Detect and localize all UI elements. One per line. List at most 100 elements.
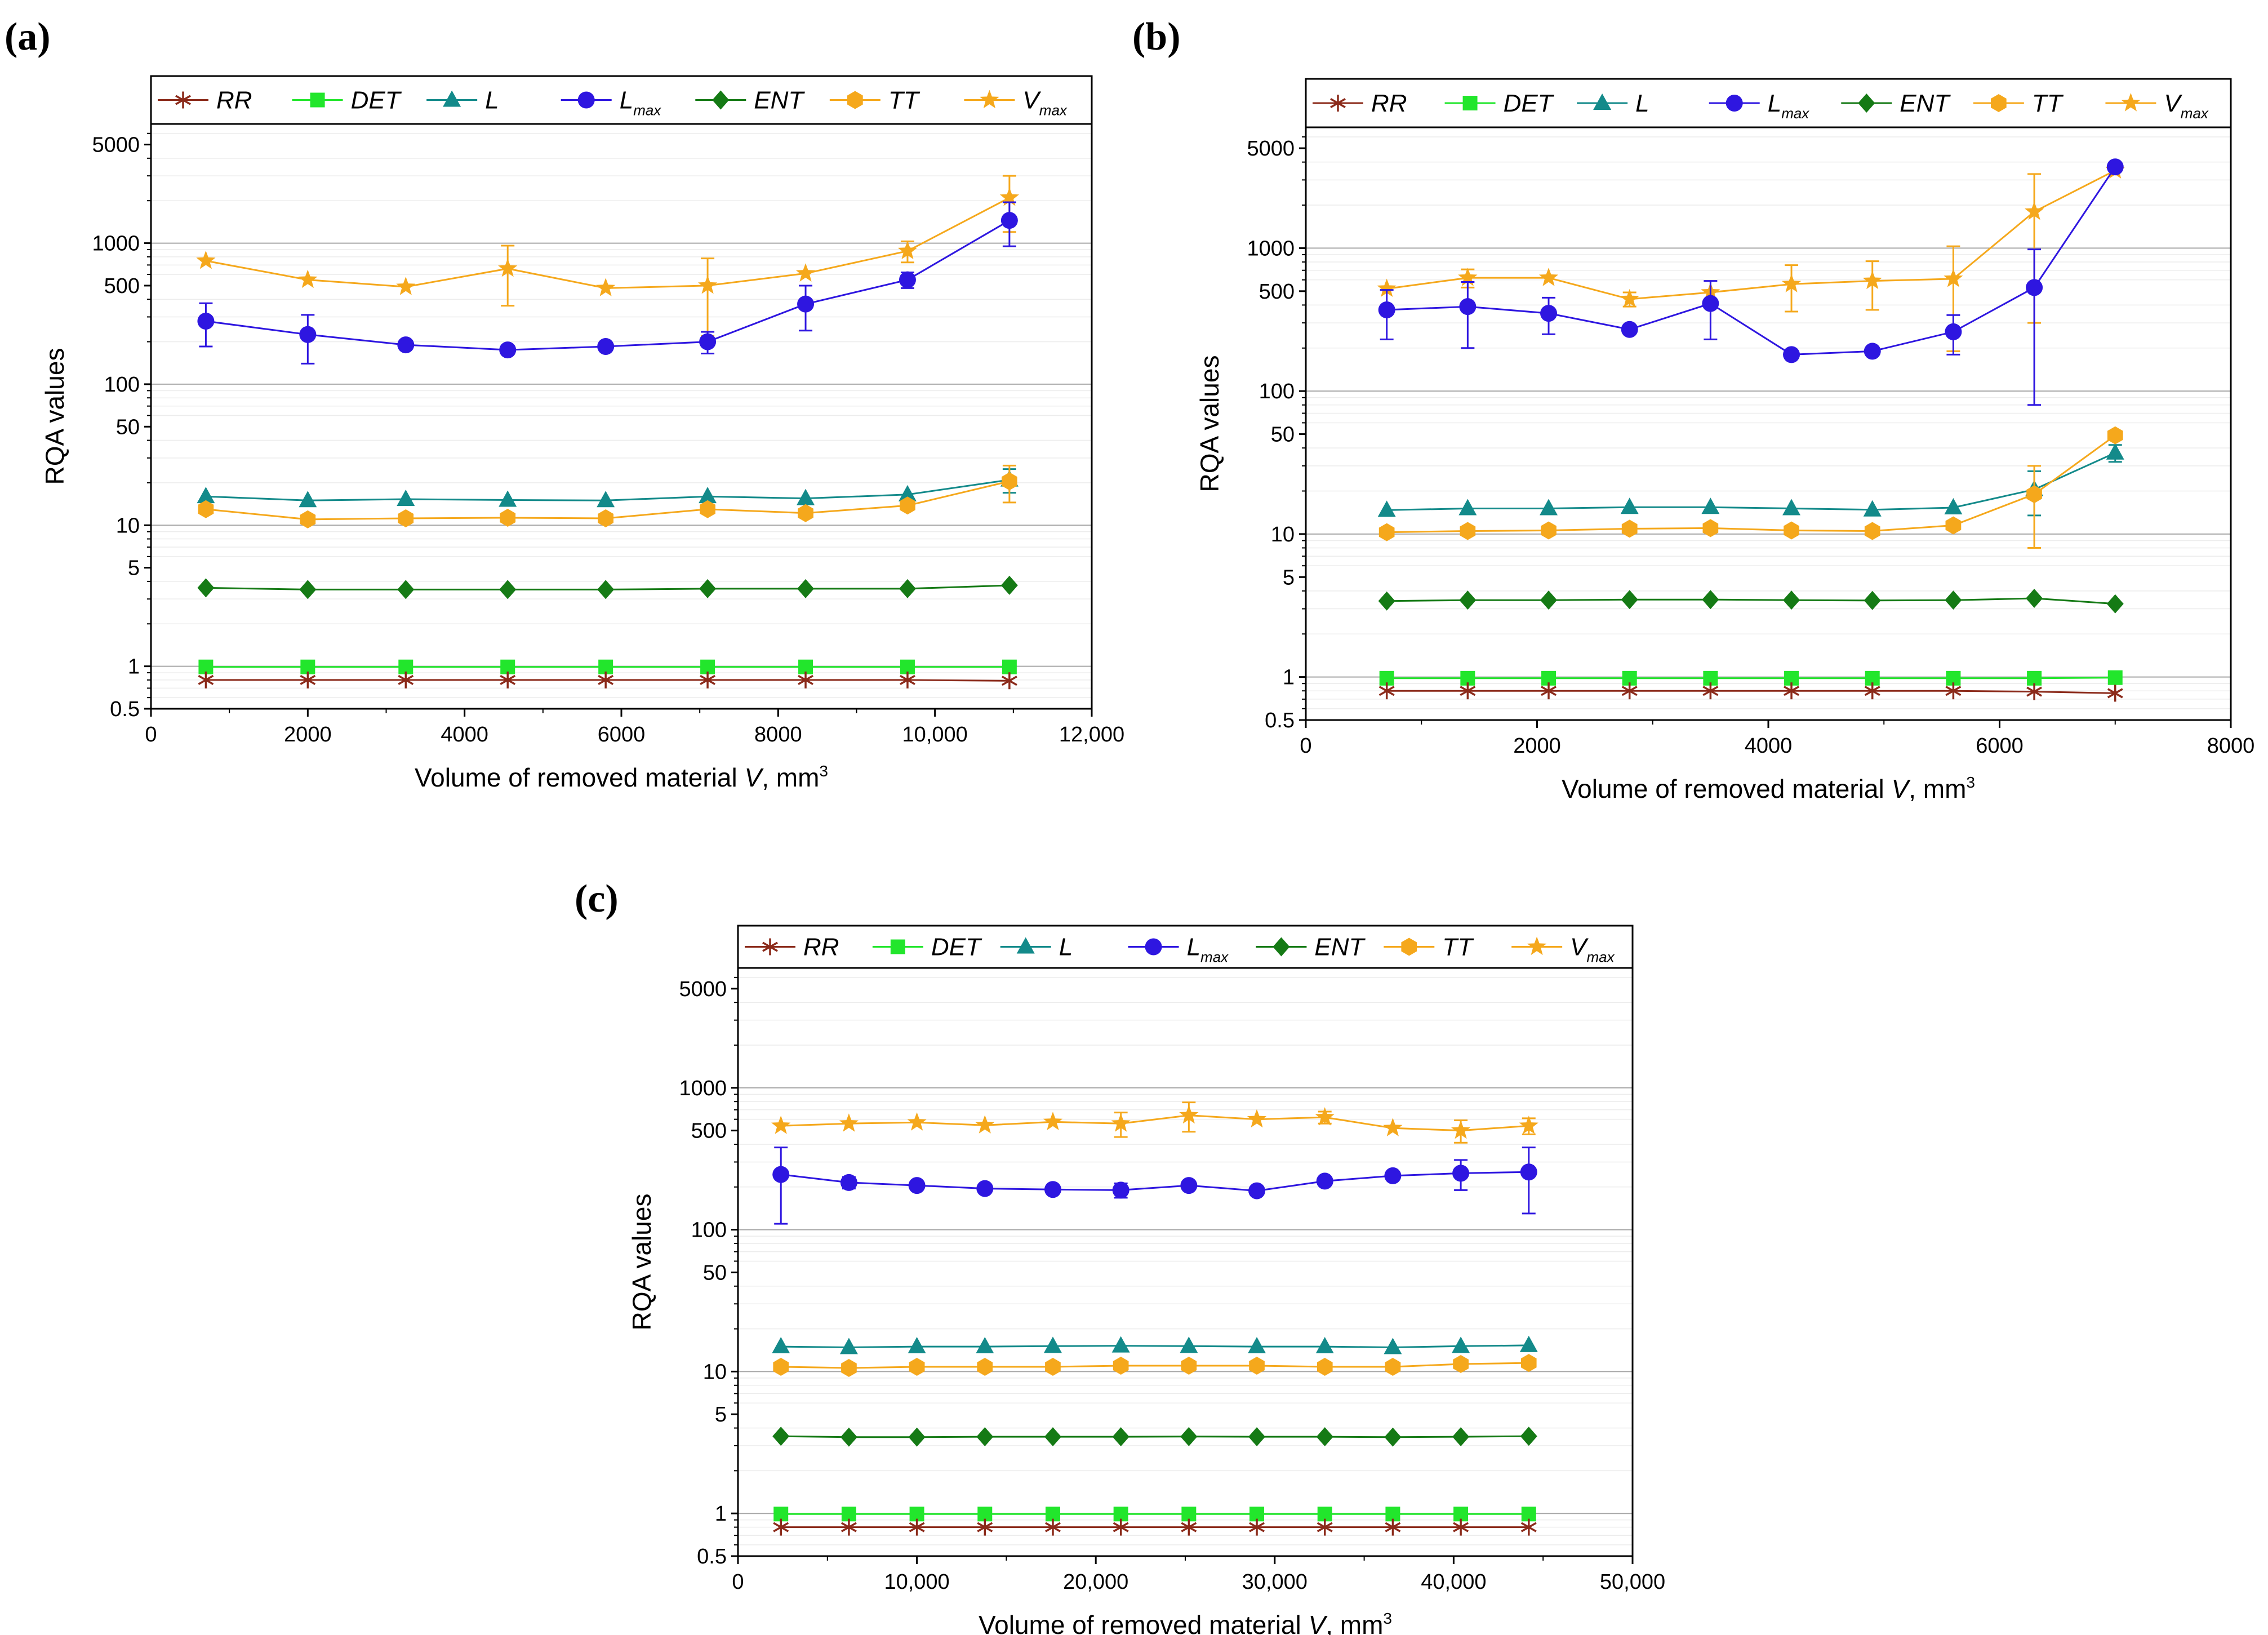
legend-label: DET (1504, 90, 1555, 117)
data-point-tt (1864, 522, 1880, 540)
legend-label-sub: max (1781, 105, 1809, 122)
data-point-vmax (907, 1112, 927, 1131)
series-l (1377, 443, 2124, 517)
legend-item-rr: RR (745, 934, 839, 961)
series-rr (773, 1518, 1537, 1536)
y-tick-label: 500 (1259, 280, 1295, 304)
data-point-rr (1784, 682, 1799, 700)
data-point-tt (1520, 1354, 1537, 1372)
data-point-rr (1945, 682, 1962, 700)
error-bar (1865, 260, 1879, 311)
series-det (198, 659, 1017, 674)
data-point-l (1248, 1337, 1266, 1354)
data-point-ent (1621, 590, 1638, 610)
data-point-tt (1378, 523, 1395, 541)
series-line-rr (1386, 690, 2115, 694)
legend-label-name: L (1187, 934, 1200, 961)
legend-item-vmax: Vmax (2105, 90, 2209, 122)
data-point-tt (500, 509, 516, 527)
data-point-rr (1460, 682, 1476, 700)
legend-label: L (485, 87, 499, 114)
legend-marker-lmax (577, 91, 595, 109)
data-point-ent (840, 1427, 857, 1447)
legend-item-det: DET (292, 87, 402, 114)
legend-label-name: ENT (754, 87, 805, 114)
data-point-rr (773, 1518, 789, 1536)
error-bar (774, 1147, 788, 1225)
data-point-lmax (1044, 1181, 1061, 1198)
legend-label-name: L (620, 87, 633, 114)
series-line-tt (1386, 434, 2116, 534)
data-point-lmax (1000, 212, 1018, 229)
x-axis-title-unit: , mm (1909, 774, 1966, 803)
data-point-lmax (1702, 295, 1719, 312)
data-point-vmax (1383, 1118, 1403, 1136)
data-point-lmax (1452, 1165, 1470, 1182)
plot-frame (1305, 126, 2232, 721)
legend-label: RR (216, 87, 252, 114)
legend-label: Vmax (2164, 90, 2208, 122)
legend-label-name: L (485, 87, 499, 114)
legend-item-tt: TT (1384, 934, 1474, 961)
legend-marker-det (310, 92, 325, 108)
panel-label-b: (b) (1132, 15, 1181, 59)
legend-item-ent: ENT (1841, 90, 1951, 117)
legend-label-name: TT (2032, 90, 2064, 117)
legend-item-tt: TT (1973, 90, 2064, 117)
data-point-tt (1784, 521, 1799, 540)
legend-label-name: ENT (1314, 934, 1366, 961)
data-point-rr (1181, 1518, 1197, 1536)
data-point-ent (1520, 1427, 1537, 1446)
data-point-rr (700, 671, 716, 688)
data-point-tt (773, 1358, 789, 1376)
data-point-rr (977, 1518, 993, 1536)
x-tick-label: 30,000 (1242, 1570, 1308, 1594)
legend-marker-tt (847, 91, 863, 109)
legend-label: DET (351, 87, 402, 114)
series-l (772, 1335, 1538, 1354)
data-point-lmax (1180, 1177, 1198, 1194)
legend-marker-rr (762, 938, 778, 956)
data-point-lmax (908, 1177, 926, 1194)
y-tick-label: 5 (1283, 566, 1295, 589)
data-point-lmax (699, 333, 717, 350)
legend-item-l: L (1000, 934, 1073, 961)
legend-label-name: V (1022, 87, 1041, 114)
legend-marker-rr (1330, 95, 1346, 112)
x-tick-label: 6000 (598, 723, 646, 747)
y-tick-label: 5000 (679, 978, 727, 1001)
data-point-ent (2026, 589, 2043, 608)
legend-label-name: TT (888, 87, 920, 114)
legend-label-name: RR (1371, 90, 1407, 117)
data-point-rr (1520, 1518, 1537, 1536)
x-axis-title: Volume of removed material V, mm3 (979, 1610, 1392, 1635)
data-point-lmax (499, 341, 517, 359)
data-point-l (797, 488, 815, 505)
y-tick-label: 5 (128, 557, 140, 580)
data-point-rr (1378, 682, 1395, 700)
data-point-tt (198, 500, 214, 518)
legend-item-ent: ENT (695, 87, 805, 114)
series-line-vmax (781, 1114, 1529, 1132)
data-point-lmax (1783, 346, 1800, 363)
y-axis-title: RQA values (627, 1194, 656, 1331)
legend-label: Lmax (1187, 934, 1229, 966)
series-rr (1378, 682, 2123, 702)
data-point-vmax (771, 1116, 791, 1134)
data-point-rr (198, 671, 214, 688)
legend-item-l: L (426, 87, 499, 114)
x-axis-title: Volume of removed material V, mm3 (1562, 774, 1975, 803)
data-point-l (976, 1337, 994, 1354)
x-axis-title-var: V (745, 763, 764, 792)
panel-b: (b) 0.5 1 5 10 50 100 500 1000 5000 0 2000 4000 6000… (1132, 15, 2254, 803)
series-line-l (1386, 452, 2116, 511)
legend-label-name: DET (931, 934, 982, 961)
y-tick-label: 0.5 (110, 697, 140, 721)
data-point-ent (1540, 590, 1558, 610)
series-det (1379, 670, 2123, 686)
legend-marker-vmax (980, 90, 999, 109)
data-point-tt (1453, 1355, 1469, 1373)
data-point-tt (1385, 1358, 1401, 1376)
data-point-l (908, 1337, 926, 1354)
x-axis-title-var: V (1892, 774, 1911, 803)
